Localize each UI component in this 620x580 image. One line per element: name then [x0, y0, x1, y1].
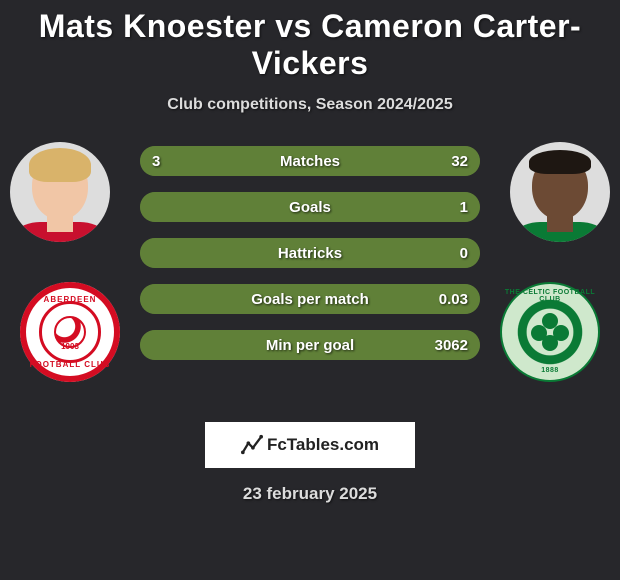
stat-value-right: 0.03	[439, 291, 468, 308]
player-right-hair	[529, 150, 591, 174]
stat-label: Hattricks	[278, 245, 342, 262]
stat-label: Goals	[289, 199, 331, 216]
stat-bar-goals: Goals 1	[140, 192, 480, 222]
stat-bars: 3 Matches 32 Goals 1 Hattricks 0 Goals per matc…	[140, 146, 480, 360]
stat-value-right: 3062	[435, 337, 468, 354]
player-right-photo	[510, 142, 610, 242]
comparison-panel: ABERDEEN 1903 FOOTBALL CLUB THE CELTIC F…	[0, 142, 620, 402]
club-right-logo: THE CELTIC FOOTBALL CLUB 1888	[500, 282, 600, 382]
stat-label: Goals per match	[251, 291, 369, 308]
stat-value-right: 0	[460, 245, 468, 262]
stat-label: Matches	[280, 153, 340, 170]
fctables-label: FcTables.com	[267, 435, 379, 455]
stat-label: Min per goal	[266, 337, 354, 354]
stat-bar-hattricks: Hattricks 0	[140, 238, 480, 268]
stat-bar-goals-per-match: Goals per match 0.03	[140, 284, 480, 314]
stat-value-left: 3	[152, 153, 160, 170]
clover-icon	[533, 315, 567, 349]
date-label: 23 february 2025	[0, 484, 620, 504]
fctables-badge: FcTables.com	[205, 422, 415, 468]
stat-bar-matches: 3 Matches 32	[140, 146, 480, 176]
stat-value-right: 1	[460, 199, 468, 216]
subtitle: Club competitions, Season 2024/2025	[0, 96, 620, 114]
page-title: Mats Knoester vs Cameron Carter-Vickers	[0, 0, 620, 82]
chart-icon	[241, 434, 263, 456]
stat-bar-min-per-goal: Min per goal 3062	[140, 330, 480, 360]
stat-value-right: 32	[451, 153, 468, 170]
player-left-hair	[29, 148, 91, 182]
club-left-logo: ABERDEEN 1903 FOOTBALL CLUB	[20, 282, 120, 382]
player-left-photo	[10, 142, 110, 242]
